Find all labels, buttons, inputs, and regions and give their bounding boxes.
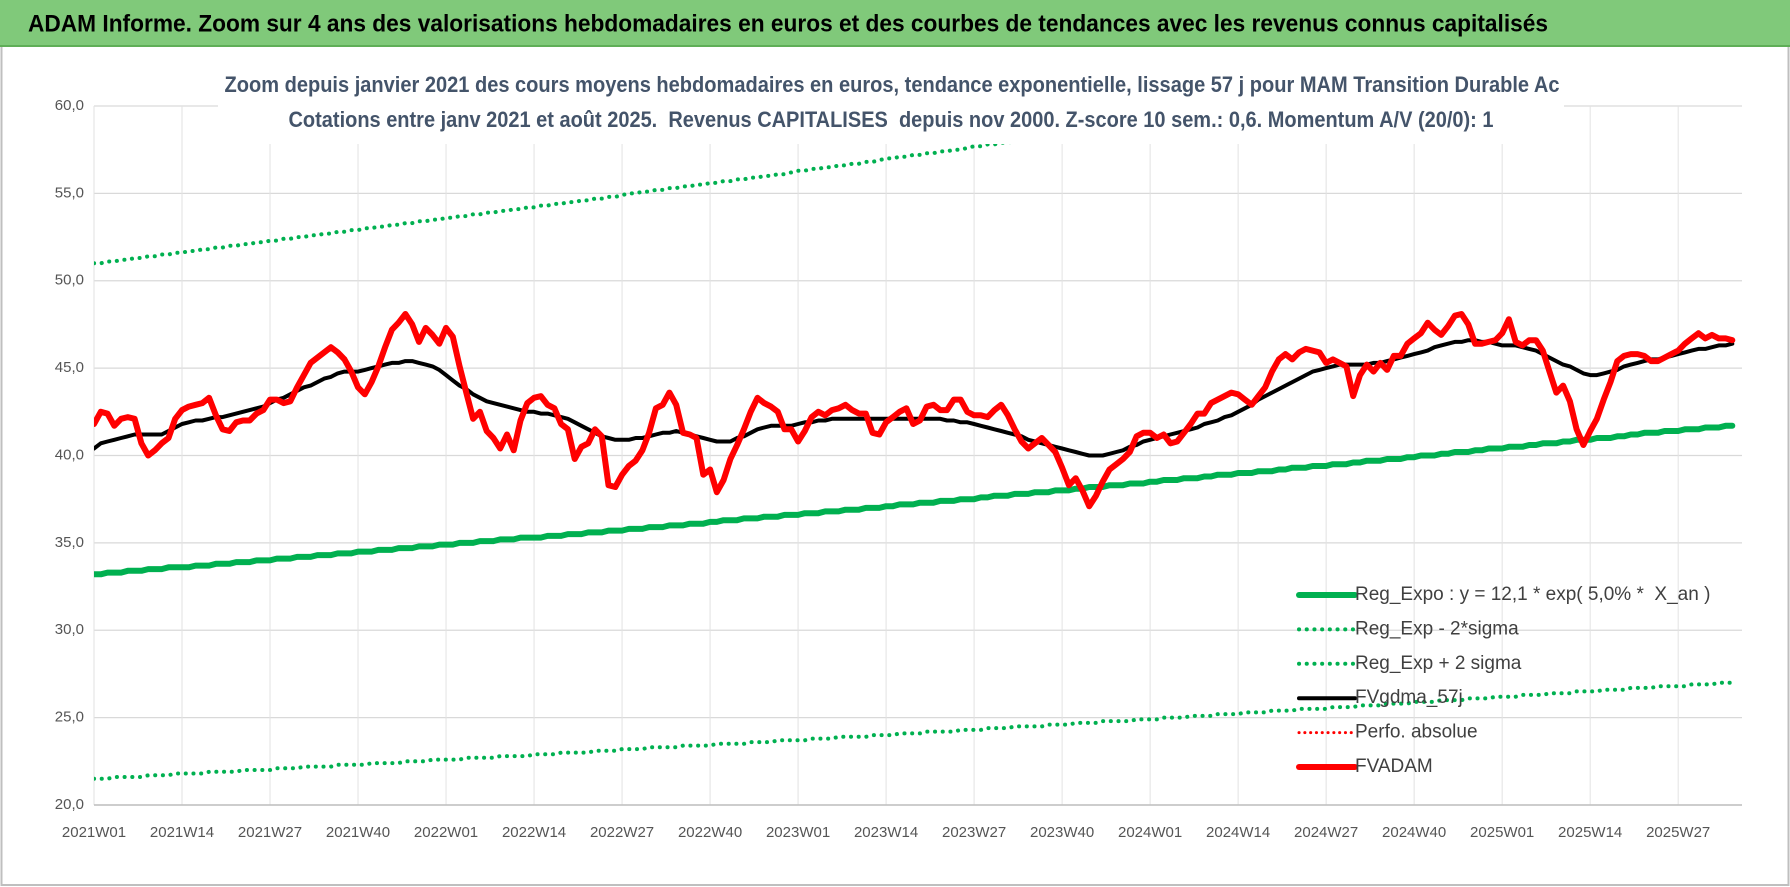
x-tick-label: 2023W14	[854, 824, 918, 841]
x-tick-label: 2022W14	[502, 824, 566, 841]
x-tick-label: 2024W14	[1206, 824, 1270, 841]
legend-label: FVADAM	[1355, 756, 1433, 777]
y-tick-label: 60,0	[55, 97, 84, 114]
series-line	[94, 311, 1736, 510]
x-tick-label: 2022W40	[678, 824, 742, 841]
y-tick-label: 45,0	[55, 359, 84, 376]
chart-title: Zoom depuis janvier 2021 des cours moyen…	[225, 72, 1560, 97]
x-tick-label: 2024W01	[1118, 824, 1182, 841]
x-tick-label: 2021W27	[238, 824, 302, 841]
x-tick-label: 2025W01	[1470, 824, 1534, 841]
x-tick-label: 2025W27	[1646, 824, 1710, 841]
legend-label: Reg_Exp + 2 sigma	[1355, 653, 1522, 674]
series-lines	[94, 104, 1736, 781]
x-tick-label: 2021W01	[62, 824, 126, 841]
legend-label: Reg_Expo : y = 12,1 * exp( 5,0% * X_an )	[1355, 584, 1710, 605]
grid: 20,0 25,0 30,0 35,0 40,0 45,0 50,0 55,0 60,0 2021…	[55, 97, 1742, 841]
x-tick-label: 2023W27	[942, 824, 1006, 841]
y-tick-label: 30,0	[55, 621, 84, 638]
y-tick-label: 20,0	[55, 796, 84, 813]
x-tick-label: 2021W14	[150, 824, 214, 841]
y-tick-label: 35,0	[55, 534, 84, 551]
x-tick-label: 2021W40	[326, 824, 390, 841]
y-tick-label: 55,0	[55, 184, 84, 201]
x-tick-label: 2022W27	[590, 824, 654, 841]
title-box: Zoom depuis janvier 2021 des cours moyen…	[218, 68, 1564, 144]
x-tick-label: 2023W40	[1030, 824, 1094, 841]
y-tick-label: 40,0	[55, 446, 84, 463]
series-line	[94, 422, 1736, 578]
y-tick-label: 50,0	[55, 272, 84, 289]
x-tick-label: 2023W01	[766, 824, 830, 841]
y-tick-label: 25,0	[55, 709, 84, 726]
x-tick-label: 2024W40	[1382, 824, 1446, 841]
x-tick-label: 2025W14	[1558, 824, 1622, 841]
title-background	[218, 68, 1564, 144]
legend-label: Reg_Exp - 2*sigma	[1355, 618, 1519, 639]
legend: Reg_Expo : y = 12,1 * exp( 5,0% * X_an )…	[1296, 584, 1710, 777]
series-line	[94, 104, 1288, 266]
x-tick-label: 2024W27	[1294, 824, 1358, 841]
header-bar	[0, 0, 1790, 46]
legend-label: Perfo. absolue	[1355, 722, 1478, 743]
header-title: ADAM Informe. Zoom sur 4 ans des valoris…	[28, 10, 1548, 37]
chart-subtitle: Cotations entre janv 2021 et août 2025. …	[289, 107, 1494, 132]
x-tick-label: 2022W01	[414, 824, 478, 841]
series-line	[94, 680, 1735, 781]
legend-label: FVgdma_57j	[1355, 687, 1463, 708]
